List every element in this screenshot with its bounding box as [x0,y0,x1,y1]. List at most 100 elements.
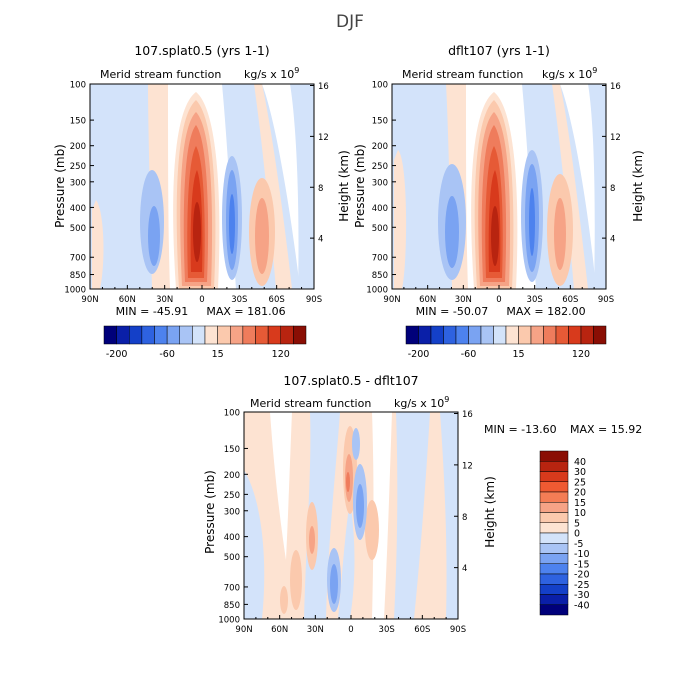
y-tick-label: 200 [70,142,86,152]
panel-2-subtitle: Merid stream function [402,68,523,81]
x-tick-label: 30N [307,625,324,635]
panel-2-units-main: kg/s x 10 [542,68,592,81]
colorbar-label: 120 [572,349,590,360]
y-tick-label: 400 [224,533,240,543]
colorbar-swatch [539,573,569,585]
colorbar-label: 20 [574,488,586,499]
colorbar-swatch [539,522,569,534]
height-tick-label: 8 [318,184,323,194]
panel-3-units: kg/s x 109 [394,395,449,410]
colorbar-label: -40 [574,600,590,611]
y-tick-label: 700 [70,254,86,264]
colorbar-label: -5 [574,539,583,550]
colorbar-swatch [555,325,569,345]
height-tick-label: 16 [318,82,329,92]
x-tick-label: 90N [81,295,98,305]
colorbar-label: 40 [574,457,586,468]
x-tick-label: 60S [414,625,430,635]
height-tick-label: 4 [462,564,467,574]
colorbar-label: 10 [574,508,586,519]
colorbar-swatch [179,325,193,345]
colorbar-swatch [580,325,594,345]
x-tick-label: 0 [348,625,353,635]
colorbar-swatch [280,325,294,345]
y-tick-label: 150 [70,117,86,127]
colorbar-swatch [539,532,569,544]
y-tick-label: 1000 [218,616,240,626]
colorbar-swatch [539,481,569,493]
y-tick-label: 200 [224,471,240,481]
colorbar-swatch [242,325,256,345]
panel-3-title: 107.splat0.5 - dflt107 [283,373,418,388]
panel-3-ylabel-right: Height (km) [483,476,497,547]
colorbar-swatch [505,325,519,345]
panel-2-units: kg/s x 109 [542,66,597,81]
x-tick-label: 60S [562,295,578,305]
colorbar-label: -200 [408,349,430,360]
colorbar-swatch [518,325,532,345]
y-tick-label: 500 [224,553,240,563]
colorbar-swatch [480,325,494,345]
panel-2-contours [392,84,606,289]
height-tick-label: 12 [318,133,329,143]
y-tick-label: 250 [224,491,240,501]
colorbar-swatch [154,325,168,345]
colorbar-swatch [539,491,569,503]
panel-1-units: kg/s x 109 [244,66,299,81]
y-tick-label: 700 [224,583,240,593]
panel-2-min: MIN = -50.07 [416,305,489,318]
colorbar-swatch [116,325,130,345]
colorbar-swatch [418,325,432,345]
colorbar-label: 25 [574,477,586,488]
panel-2-ylabel: Pressure (mb) [353,144,367,228]
colorbar-swatch [539,512,569,523]
colorbar-swatch [430,325,444,345]
panel-2-axes: 100 150 200 250 300 400 500 700 850 1000 16 12 8 4 90N… [366,81,620,306]
colorbar-label: -60 [159,349,175,360]
colorbar-swatch [539,471,569,482]
panel-1-title: 107.splat0.5 (yrs 1-1) [134,43,269,58]
figure-title: DJF [336,12,364,32]
panel-2-ylabel-right: Height (km) [631,150,645,221]
y-tick-label: 100 [70,81,86,91]
y-tick-label: 200 [372,142,388,152]
panel-1-units-exp: 9 [294,66,299,75]
colorbar-label: -25 [574,580,590,591]
colorbar-swatch [405,325,419,345]
colorbar-label: 30 [574,467,586,478]
colorbar-swatch [455,325,469,345]
panel-3-ylabel: Pressure (mb) [203,470,217,554]
colorbar-swatch [539,604,569,616]
panel-3-axes: 100 150 200 250 300 400 500 700 850 1000 16 12 8 4 90N… [218,409,472,636]
panel-3-max: MAX = 15.92 [570,423,642,436]
colorbar-swatch [468,325,482,345]
y-tick-label: 400 [70,204,86,214]
colorbar-swatch [539,502,569,513]
x-tick-label: 30S [527,295,543,305]
x-tick-label: 90N [235,625,252,635]
y-tick-label: 150 [372,117,388,127]
height-tick-label: 12 [462,461,473,471]
panel-1-units-main: kg/s x 10 [244,68,294,81]
colorbar-swatch [192,325,206,345]
colorbar-swatch [539,543,569,554]
y-tick-label: 300 [70,178,86,188]
panel-1-contours [90,84,314,289]
x-tick-label: 90S [450,625,466,635]
panel-1-colorbar: -200 -60 15 120 [103,325,307,360]
colorbar-swatch [204,325,218,345]
colorbar-swatch [543,325,557,345]
colorbar-label: 15 [212,349,224,360]
colorbar-swatch [539,553,569,564]
y-tick-label: 100 [224,409,240,419]
colorbar-swatch [539,563,569,575]
y-tick-label: 850 [372,271,388,281]
colorbar-swatch [539,461,569,472]
x-tick-label: 30N [156,295,173,305]
colorbar-swatch [166,325,180,345]
colorbar-label: 5 [574,518,580,529]
colorbar-label: 15 [574,498,586,509]
colorbar-swatch [230,325,244,345]
